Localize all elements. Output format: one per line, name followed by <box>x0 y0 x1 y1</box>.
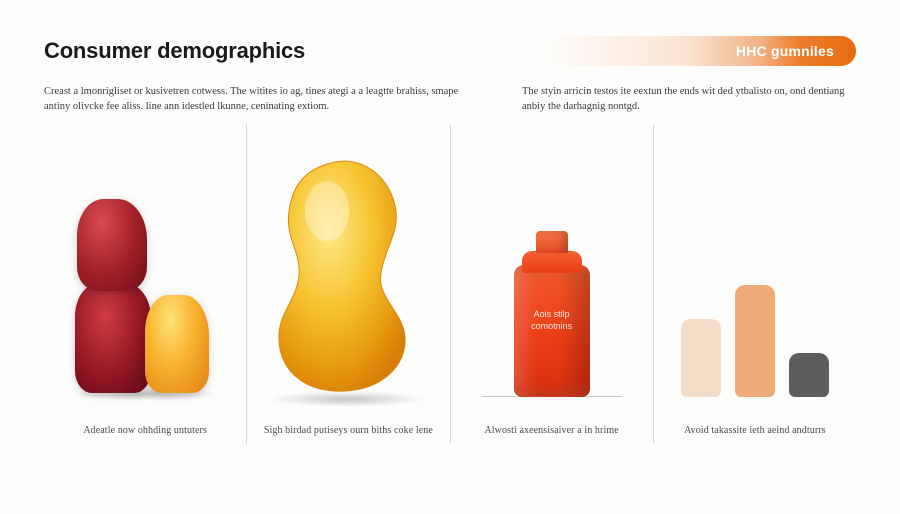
gummy-red-top <box>77 199 147 291</box>
bars-visual <box>654 124 856 411</box>
panel-bars: Avoid takassite ieth aeind andturrs <box>653 124 856 444</box>
bar-3 <box>789 353 829 397</box>
panels-container: Adeatle now ohhding untuters <box>44 124 856 444</box>
gummy-orange <box>145 295 209 393</box>
gummy-stack <box>75 161 215 411</box>
blob-wrap <box>263 151 433 411</box>
pill-label: HHC gumniles <box>736 43 834 59</box>
blob-shape <box>263 151 433 401</box>
panel-caption: Alwosti axeensisaiver a in hrime <box>484 425 618 436</box>
header-row: Consumer demographics HHC gumniles <box>44 36 856 66</box>
panel-caption: Sigh birdad putiseys ourn biths coke len… <box>264 425 433 436</box>
page-title: Consumer demographics <box>44 38 305 64</box>
gummy-red-bottom <box>75 283 151 393</box>
bar-2 <box>735 285 775 397</box>
gummies-visual <box>44 124 246 411</box>
bottle-label: Aois stilp comotnins <box>514 309 590 332</box>
panel-bottle: Aois stilp comotnins Alwosti axeensisaiv… <box>450 124 653 444</box>
bottle-visual: Aois stilp comotnins <box>451 124 653 411</box>
bottle-wrap: Aois stilp comotnins <box>482 171 622 411</box>
bar-1 <box>681 319 721 397</box>
bottle-icon: Aois stilp comotnins <box>514 265 590 397</box>
bars-wrap <box>681 197 829 397</box>
bottle-label-line2: comotnins <box>531 321 572 331</box>
panel-caption: Avoid takassite ieth aeind andturrs <box>684 425 826 436</box>
panel-gummies: Adeatle now ohhding untuters <box>44 124 246 444</box>
description-left: Creast a lmonrigliset or kusivetren cotw… <box>44 84 484 114</box>
blob-visual <box>247 124 449 411</box>
panel-caption: Adeatle now ohhding untuters <box>83 425 207 436</box>
description-row: Creast a lmonrigliset or kusivetren cotw… <box>44 84 856 114</box>
bottle-label-line1: Aois stilp <box>534 309 570 319</box>
panel-blob: Sigh birdad putiseys ourn biths coke len… <box>246 124 449 444</box>
description-right: The styin arricin testos ite eextun the … <box>508 84 856 114</box>
category-pill: HHC gumniles <box>546 36 856 66</box>
